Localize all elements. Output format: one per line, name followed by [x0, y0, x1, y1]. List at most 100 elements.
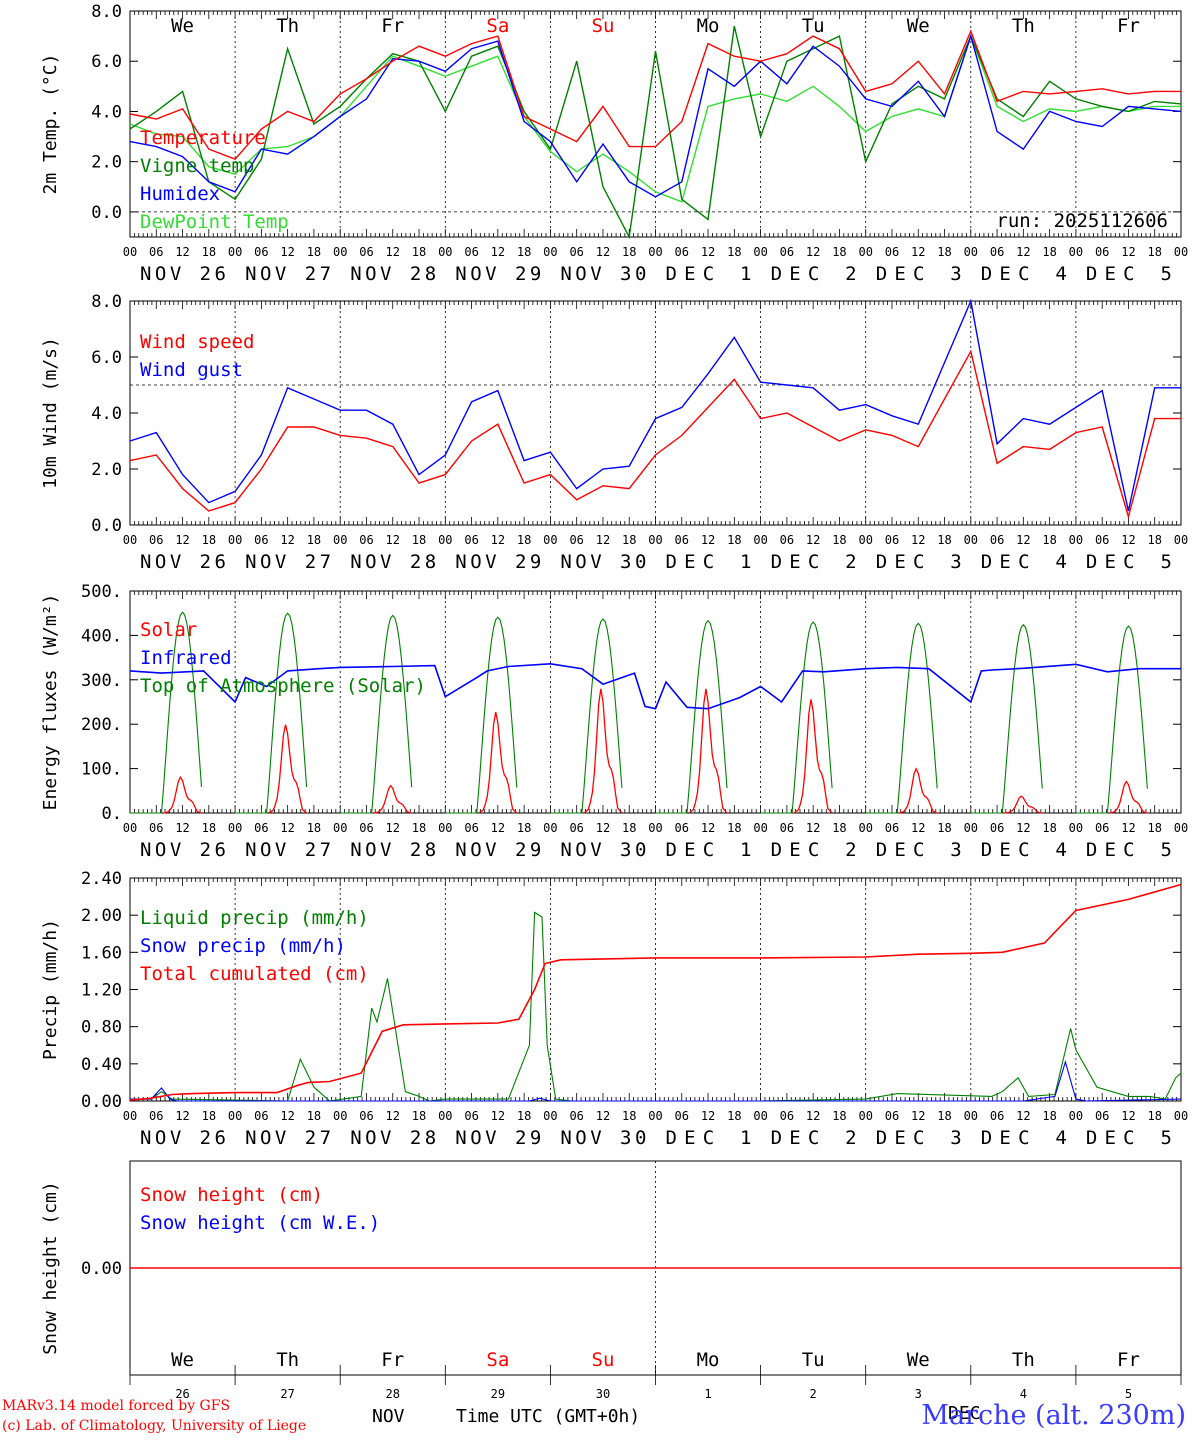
hour-tick-label: 18	[412, 533, 426, 547]
infrared-line	[129, 662, 1181, 710]
date-label: DEC 1	[666, 839, 752, 861]
hour-tick-label: 06	[359, 1109, 373, 1123]
hour-tick-label: 18	[517, 533, 531, 547]
toa-solar-line	[970, 623, 1043, 814]
y-tick-label: 6.0	[91, 52, 122, 72]
hour-tick-label: 06	[780, 533, 794, 547]
month-label-dec: DEC	[948, 1403, 981, 1424]
hour-tick-label: 18	[832, 533, 846, 547]
y-tick-label: 100.	[81, 760, 122, 780]
y-tick-label: 1.20	[81, 981, 122, 1001]
date-label: NOV 28	[350, 551, 436, 573]
y-tick-label: 4.0	[91, 102, 122, 122]
hour-tick-label: 00	[858, 533, 872, 547]
day-number: 1	[704, 1387, 711, 1401]
hour-tick-label: 06	[990, 821, 1004, 835]
date-label: NOV 29	[455, 839, 541, 861]
hour-tick-label: 00	[1174, 821, 1188, 835]
hour-tick-label: 06	[464, 533, 478, 547]
hour-tick-label: 06	[990, 245, 1004, 259]
y-tick-label: 4.0	[91, 404, 122, 424]
y-tick-label: 6.0	[91, 348, 122, 368]
hour-tick-label: 12	[806, 1109, 820, 1123]
hour-tick-label: 06	[254, 245, 268, 259]
weekday-label: Sa	[486, 15, 509, 37]
solar-line	[793, 699, 833, 814]
weekday-label: Fr	[1117, 1349, 1140, 1371]
hour-tick-label: 06	[675, 1109, 689, 1123]
hour-tick-label: 06	[885, 821, 899, 835]
hour-tick-label: 18	[517, 1109, 531, 1123]
day-number: 2	[810, 1387, 817, 1401]
legend-entry: Humidex	[140, 183, 220, 205]
hour-tick-label: 18	[622, 245, 636, 259]
time-axis-label: Time UTC (GMT+0h)	[456, 1406, 641, 1427]
solar-line	[1004, 795, 1043, 814]
y-tick-label: 200.	[81, 715, 122, 735]
hour-tick-label: 00	[543, 1109, 557, 1123]
weekday-label: Mo	[697, 1349, 720, 1371]
hour-tick-label: 00	[438, 821, 452, 835]
hour-tick-label: 12	[701, 533, 715, 547]
hour-tick-label: 06	[990, 1109, 1004, 1123]
date-label: NOV 30	[560, 1127, 646, 1149]
hour-tick-label: 12	[280, 821, 294, 835]
hour-tick-label: 18	[1042, 245, 1056, 259]
weekday-label: We	[907, 15, 930, 37]
hour-tick-label: 12	[386, 821, 400, 835]
series-line-lightgreen	[129, 33, 1181, 203]
weekday-label: Fr	[381, 1349, 404, 1371]
solar-line	[899, 767, 938, 814]
hour-tick-label: 18	[202, 821, 216, 835]
legend-entry: Total cumulated (cm)	[140, 963, 369, 985]
date-label: NOV 27	[245, 263, 331, 285]
legend-entry: Top of Atmosphere (Solar)	[140, 675, 426, 697]
date-label: DEC 3	[876, 839, 962, 861]
y-tick-label: 400.	[81, 626, 122, 646]
toa-solar-line	[130, 611, 203, 814]
hour-tick-label: 12	[491, 245, 505, 259]
date-label: DEC 2	[771, 839, 857, 861]
hour-tick-label: 00	[1069, 533, 1083, 547]
hour-tick-label: 06	[464, 1109, 478, 1123]
hour-tick-label: 18	[1147, 245, 1161, 259]
hour-tick-label: 06	[149, 245, 163, 259]
y-axis-label: 2m Temp. (°C)	[40, 54, 61, 195]
toa-solar-line	[865, 622, 938, 814]
day-number: 4	[1020, 1387, 1027, 1401]
hour-tick-label: 18	[727, 821, 741, 835]
hour-tick-label: 00	[648, 245, 662, 259]
y-tick-label: 0.00	[81, 1259, 122, 1279]
series-line-red	[129, 883, 1182, 1101]
credit-lab: (c) Lab. of Climatology, University of L…	[2, 1418, 307, 1434]
hour-tick-label: 06	[780, 821, 794, 835]
hour-tick-label: 06	[149, 533, 163, 547]
hour-tick-label: 12	[806, 821, 820, 835]
date-label: DEC 5	[1086, 263, 1172, 285]
month-label: NOV	[372, 1406, 405, 1427]
legend-entry: Temperature	[140, 127, 266, 149]
y-tick-label: 8.0	[91, 292, 122, 312]
hour-tick-label: 06	[675, 245, 689, 259]
date-label: DEC 5	[1086, 839, 1172, 861]
hour-tick-label: 18	[832, 245, 846, 259]
series-line-red	[129, 349, 1181, 520]
legend-entry: Infrared	[140, 647, 232, 669]
solar-line	[1109, 780, 1148, 814]
toa-solar-line	[235, 612, 308, 814]
hour-tick-label: 12	[911, 821, 925, 835]
hour-tick-label: 12	[1121, 245, 1135, 259]
hour-tick-label: 00	[1174, 1109, 1188, 1123]
hour-tick-label: 18	[622, 1109, 636, 1123]
hour-tick-label: 12	[1121, 1109, 1135, 1123]
hour-tick-label: 18	[937, 821, 951, 835]
toa-solar-line	[550, 618, 623, 814]
hour-tick-label: 00	[1069, 1109, 1083, 1123]
legend-entry: Snow precip (mm/h)	[140, 935, 346, 957]
hour-tick-label: 06	[885, 533, 899, 547]
hour-tick-label: 18	[1147, 533, 1161, 547]
hour-tick-label: 12	[386, 1109, 400, 1123]
hour-tick-label: 06	[149, 1109, 163, 1123]
hour-tick-label: 12	[1016, 245, 1030, 259]
hour-tick-label: 12	[911, 1109, 925, 1123]
